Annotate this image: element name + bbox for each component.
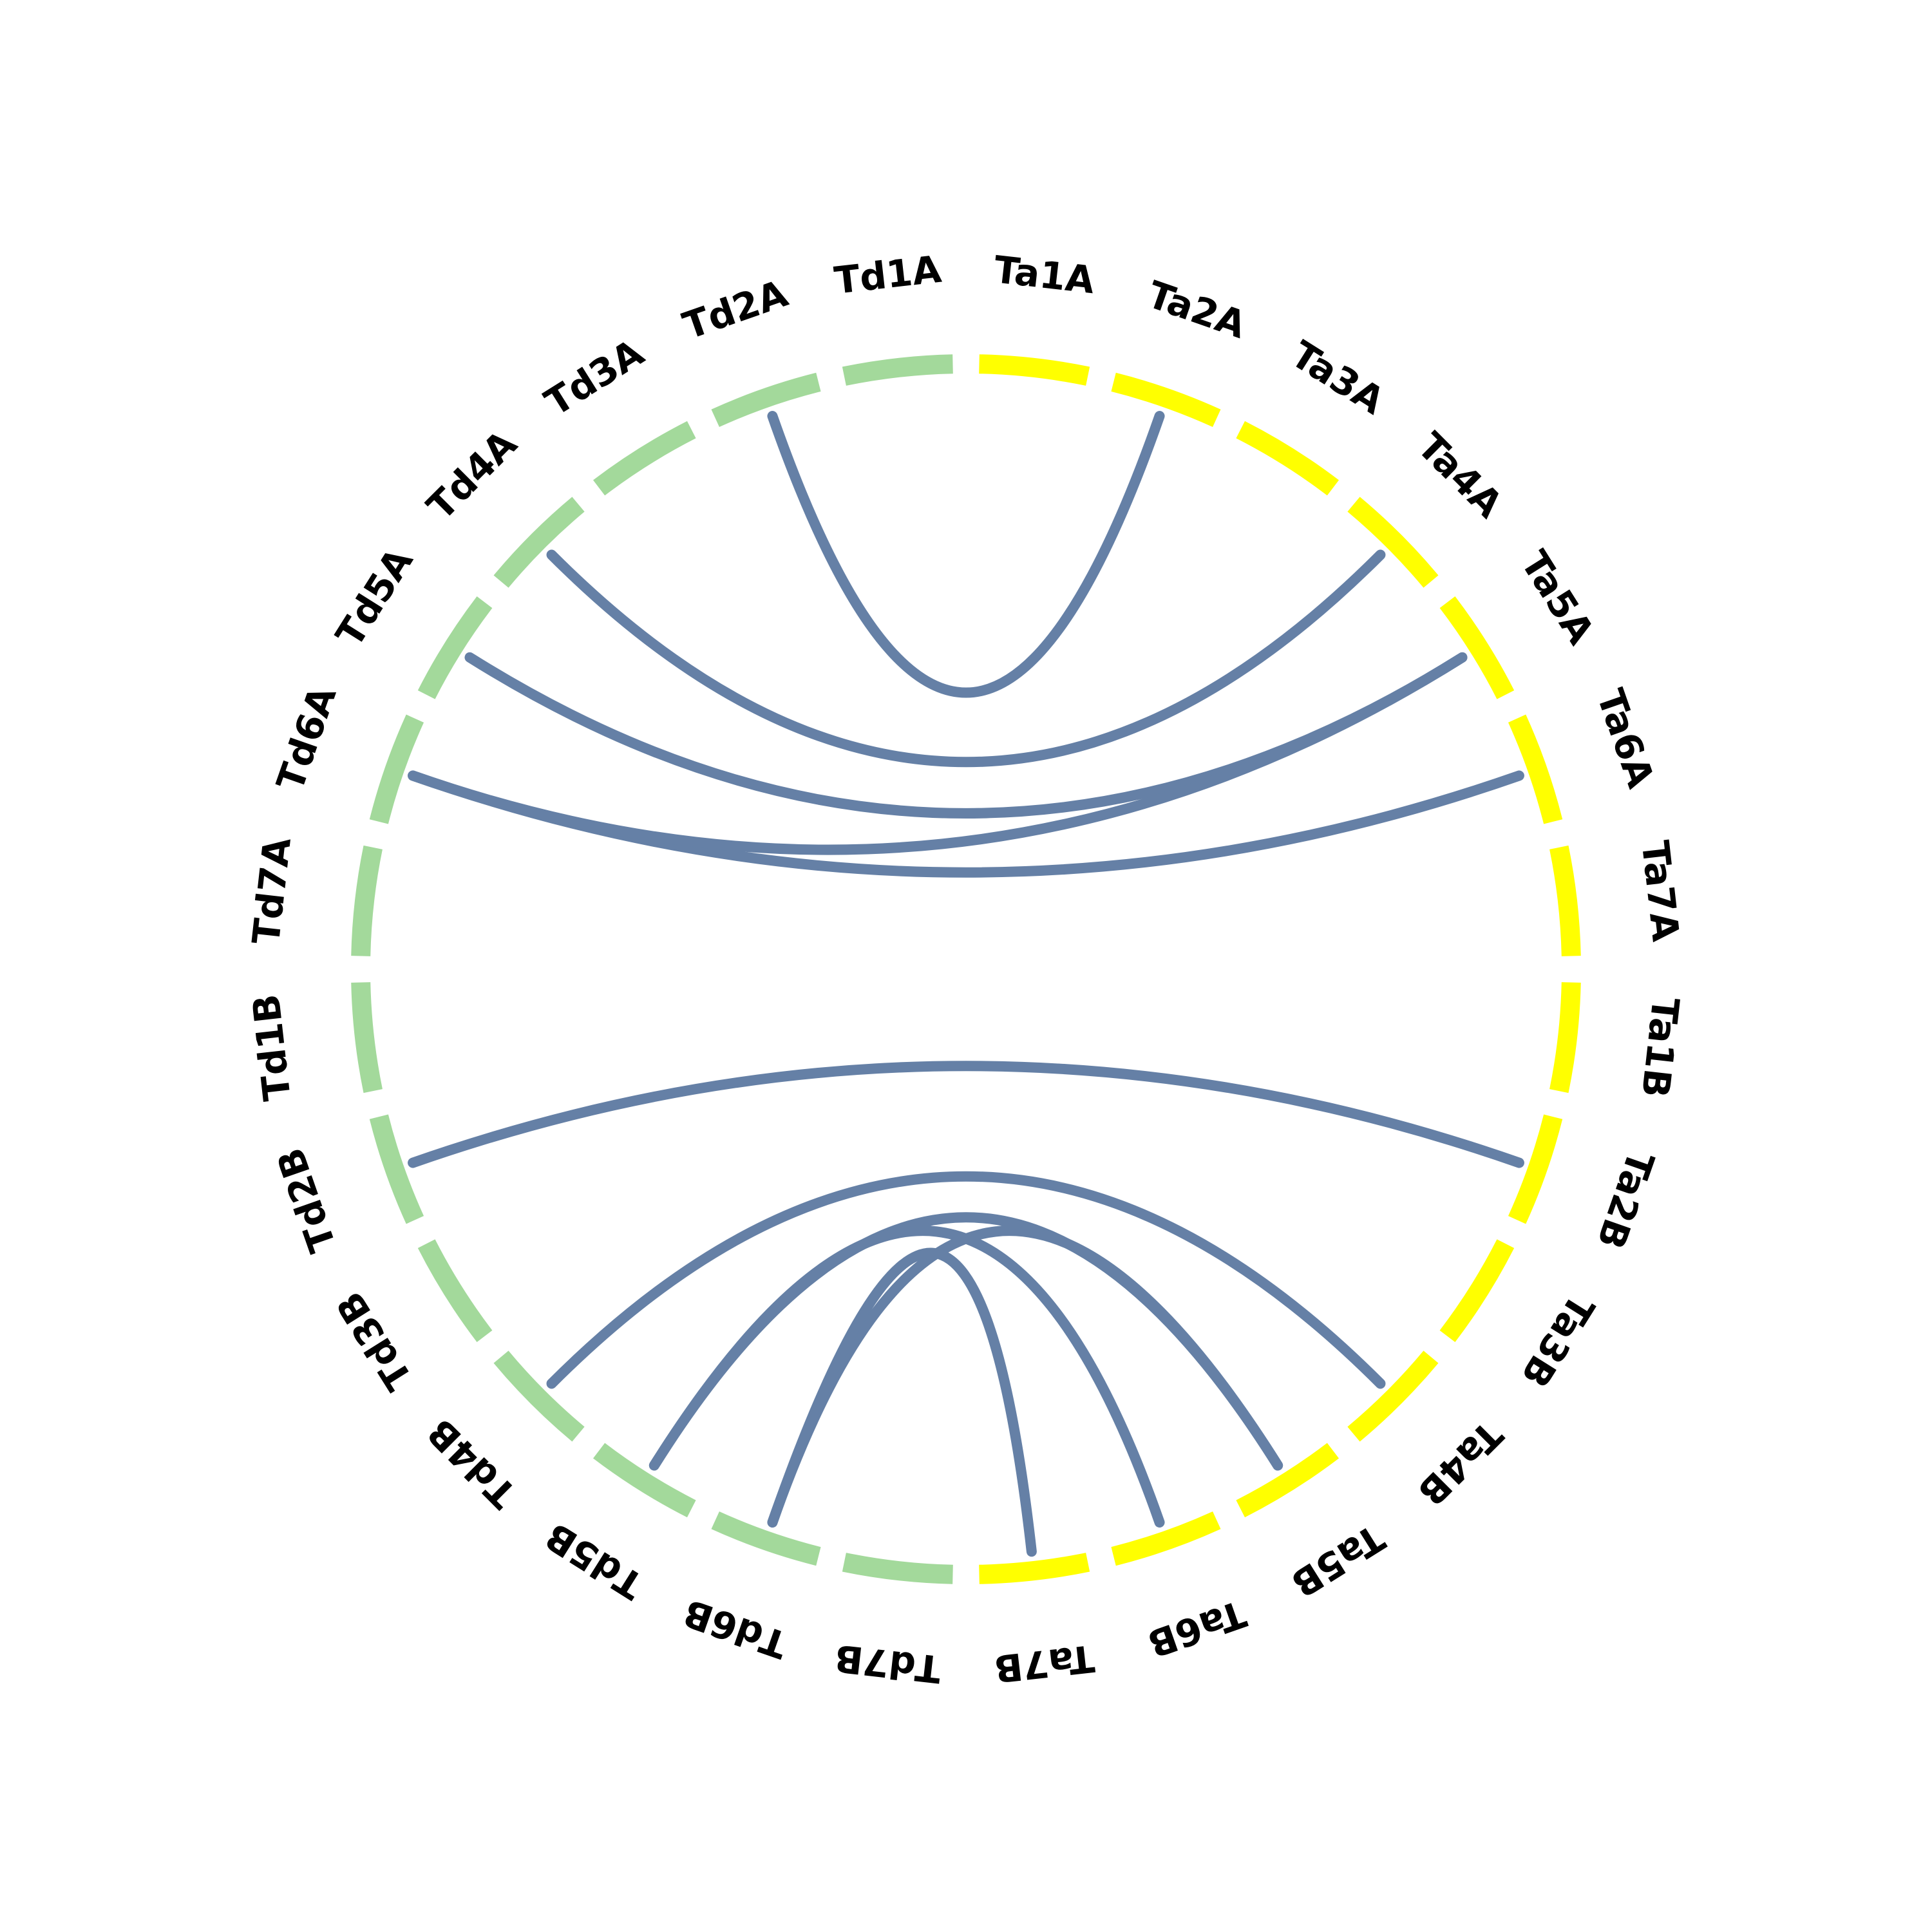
segment-td6b xyxy=(711,1511,821,1566)
segment-td7a xyxy=(351,845,383,956)
segment-label-ta6a: Ta6A xyxy=(1588,684,1663,793)
segment-label-ta4a: Ta4A xyxy=(1409,424,1511,526)
segment-ta4a xyxy=(1347,497,1439,588)
segment-td1b xyxy=(351,982,383,1094)
segment-ta3b xyxy=(1439,1239,1515,1343)
segment-td4b xyxy=(493,1350,585,1442)
link-ta2b-td2b xyxy=(408,1061,1524,1168)
link-ta6b-td5b xyxy=(649,1226,1165,1528)
segment-td5a xyxy=(417,596,493,699)
segment-ta3a xyxy=(1236,421,1340,496)
segment-td5b xyxy=(592,1443,696,1518)
segment-td4a xyxy=(493,497,585,588)
segment-label-td3a: Td3A xyxy=(537,330,651,424)
segment-label-td2a: Td2A xyxy=(677,271,793,348)
segment-ta7a xyxy=(1549,845,1581,956)
segment-ta6a xyxy=(1508,714,1563,824)
segment-label-ta2a: Ta2A xyxy=(1142,272,1251,347)
segment-ta7b xyxy=(979,1553,1090,1584)
segment-label-ta6b: Ta6B xyxy=(1142,1591,1252,1666)
segment-label-ta5b: Ta5B xyxy=(1283,1515,1392,1605)
segment-label-td3b: Td3B xyxy=(327,1284,421,1397)
segment-td2b xyxy=(369,1114,424,1224)
segment-label-td4b: Td4B xyxy=(419,1410,525,1517)
segment-label-td2b: Td2B xyxy=(268,1142,345,1258)
segment-label-td1b: Td1B xyxy=(244,992,299,1103)
segment-label-td5a: Td5A xyxy=(327,540,421,654)
segment-ta1a xyxy=(979,354,1090,386)
segment-ta5b xyxy=(1236,1443,1340,1518)
segment-td1a xyxy=(842,354,953,386)
segment-label-td6b: Td6B xyxy=(677,1591,793,1667)
segment-label-ta4b: Ta4B xyxy=(1409,1412,1511,1514)
segment-ta5a xyxy=(1439,596,1515,699)
link-ta7b-td6b xyxy=(767,1247,1037,1557)
segment-label-ta7a: Ta7A xyxy=(1633,838,1688,943)
segment-label-td7a: Td7A xyxy=(244,835,299,947)
segment-label-td4a: Td4A xyxy=(419,422,526,529)
segment-ring xyxy=(351,354,1581,1584)
segment-ta1b xyxy=(1549,982,1581,1094)
segment-label-ta7b: Ta7B xyxy=(992,1636,1096,1691)
segment-td6a xyxy=(369,714,424,824)
segment-label-td6a: Td6A xyxy=(268,681,345,797)
link-ta4a-td4a xyxy=(546,549,1386,768)
segment-td2a xyxy=(711,372,821,428)
segment-td3a xyxy=(592,421,696,496)
segment-label-td5b: Td5B xyxy=(538,1514,651,1608)
link-layer xyxy=(408,411,1524,1557)
segment-ta4b xyxy=(1347,1350,1439,1442)
link-ta5a-td6a xyxy=(408,652,1468,855)
segment-label-ta3b: Ta3B xyxy=(1512,1287,1602,1395)
segment-ta6b xyxy=(1111,1511,1221,1566)
segment-label-ta1b: Ta1B xyxy=(1633,995,1688,1099)
segment-label-td1a: Td1A xyxy=(832,247,943,303)
link-ta2a-td2a xyxy=(767,411,1165,698)
segment-label-ta2b: Ta2B xyxy=(1588,1146,1663,1255)
segment-td3b xyxy=(417,1239,493,1343)
segment-ta2a xyxy=(1111,372,1221,428)
link-ta4b-td4b xyxy=(546,1171,1386,1389)
segment-ta2b xyxy=(1508,1114,1563,1224)
segment-label-ta1a: Ta1A xyxy=(992,247,1097,302)
segment-label-ta5a: Ta5A xyxy=(1512,543,1603,652)
segment-label-ta3a: Ta3A xyxy=(1283,332,1392,423)
segment-label-td7b: Td7B xyxy=(832,1636,943,1691)
segment-td7b xyxy=(842,1553,953,1584)
